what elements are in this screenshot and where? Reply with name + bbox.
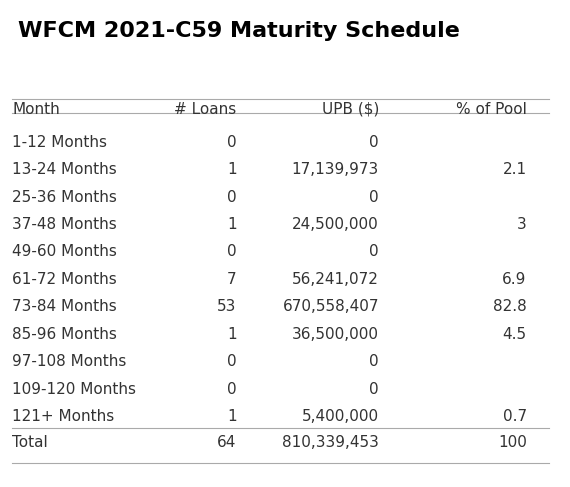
Text: 97-108 Months: 97-108 Months — [13, 354, 127, 369]
Text: 109-120 Months: 109-120 Months — [13, 382, 136, 396]
Text: 73-84 Months: 73-84 Months — [13, 300, 117, 314]
Text: Total: Total — [13, 435, 48, 450]
Text: 37-48 Months: 37-48 Months — [13, 217, 117, 232]
Text: 61-72 Months: 61-72 Months — [13, 272, 117, 287]
Text: 0: 0 — [227, 354, 237, 369]
Text: 53: 53 — [217, 300, 237, 314]
Text: 0: 0 — [227, 382, 237, 396]
Text: 0.7: 0.7 — [503, 409, 527, 424]
Text: WFCM 2021-C59 Maturity Schedule: WFCM 2021-C59 Maturity Schedule — [18, 21, 460, 41]
Text: 85-96 Months: 85-96 Months — [13, 327, 117, 342]
Text: 1: 1 — [227, 409, 237, 424]
Text: 121+ Months: 121+ Months — [13, 409, 115, 424]
Text: 2.1: 2.1 — [503, 162, 527, 177]
Text: 1-12 Months: 1-12 Months — [13, 135, 107, 150]
Text: 810,339,453: 810,339,453 — [282, 435, 379, 450]
Text: # Loans: # Loans — [174, 102, 237, 116]
Text: 36,500,000: 36,500,000 — [292, 327, 379, 342]
Text: 0: 0 — [369, 189, 379, 205]
Text: 1: 1 — [227, 162, 237, 177]
Text: 7: 7 — [227, 272, 237, 287]
Text: 5,400,000: 5,400,000 — [302, 409, 379, 424]
Text: 0: 0 — [227, 135, 237, 150]
Text: 13-24 Months: 13-24 Months — [13, 162, 117, 177]
Text: 56,241,072: 56,241,072 — [292, 272, 379, 287]
Text: 670,558,407: 670,558,407 — [283, 300, 379, 314]
Text: 6.9: 6.9 — [502, 272, 527, 287]
Text: % of Pool: % of Pool — [456, 102, 527, 116]
Text: 49-60 Months: 49-60 Months — [13, 244, 117, 260]
Text: 0: 0 — [227, 244, 237, 260]
Text: UPB ($): UPB ($) — [321, 102, 379, 116]
Text: 0: 0 — [369, 244, 379, 260]
Text: 24,500,000: 24,500,000 — [292, 217, 379, 232]
Text: 82.8: 82.8 — [493, 300, 527, 314]
Text: 1: 1 — [227, 217, 237, 232]
Text: 4.5: 4.5 — [503, 327, 527, 342]
Text: 1: 1 — [227, 327, 237, 342]
Text: 0: 0 — [369, 382, 379, 396]
Text: Month: Month — [13, 102, 60, 116]
Text: 100: 100 — [498, 435, 527, 450]
Text: 17,139,973: 17,139,973 — [292, 162, 379, 177]
Text: 25-36 Months: 25-36 Months — [13, 189, 117, 205]
Text: 0: 0 — [369, 135, 379, 150]
Text: 0: 0 — [227, 189, 237, 205]
Text: 64: 64 — [217, 435, 237, 450]
Text: 0: 0 — [369, 354, 379, 369]
Text: 3: 3 — [517, 217, 527, 232]
